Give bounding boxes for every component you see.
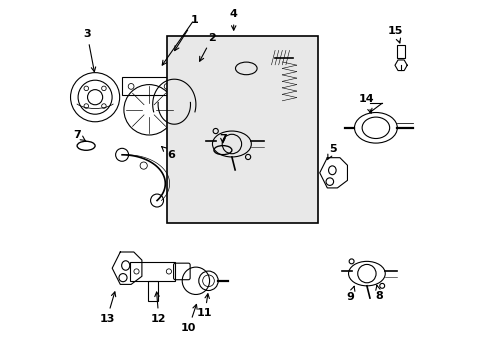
Text: 7: 7 — [219, 134, 226, 144]
Text: 8: 8 — [375, 285, 383, 301]
Text: 10: 10 — [181, 305, 197, 333]
Bar — [122, 77, 176, 95]
Text: 3: 3 — [83, 29, 96, 72]
Text: 15: 15 — [387, 26, 403, 43]
Text: 12: 12 — [151, 292, 166, 324]
Text: 6: 6 — [162, 147, 174, 160]
Text: 14: 14 — [358, 94, 374, 113]
Text: 13: 13 — [99, 292, 116, 324]
Bar — [130, 262, 175, 281]
Text: 4: 4 — [229, 9, 237, 30]
Bar — [167, 36, 318, 223]
Text: 7: 7 — [73, 130, 86, 141]
Text: 9: 9 — [346, 286, 354, 302]
Text: 2: 2 — [199, 33, 216, 61]
Text: 11: 11 — [197, 294, 212, 318]
Text: 1: 1 — [174, 15, 198, 51]
Bar — [147, 281, 157, 301]
Text: 5: 5 — [327, 144, 336, 160]
Bar — [397, 45, 404, 58]
